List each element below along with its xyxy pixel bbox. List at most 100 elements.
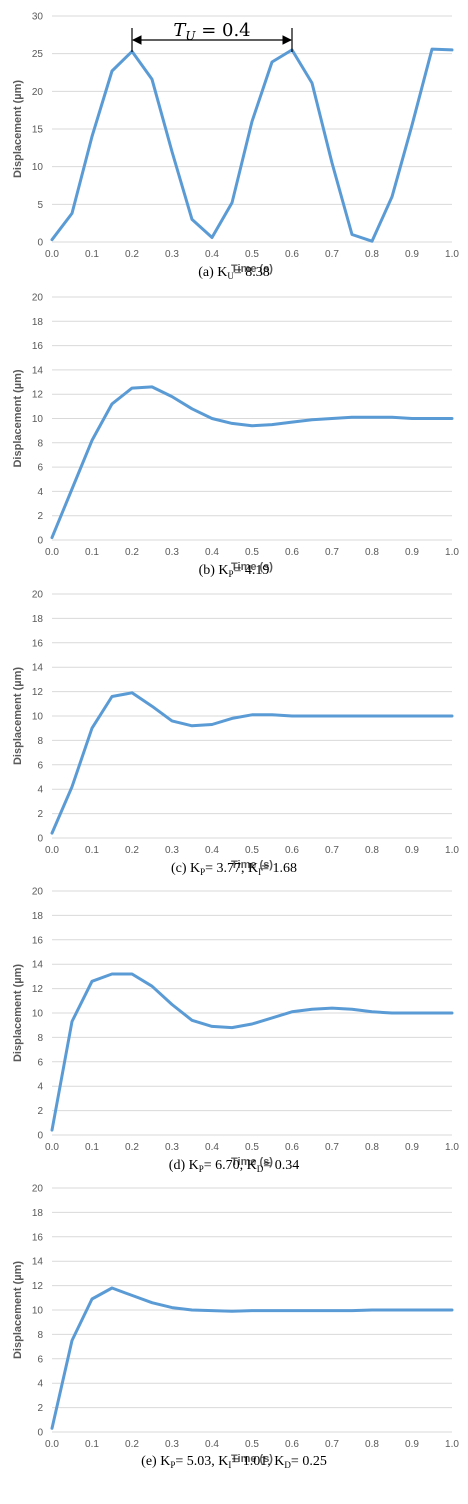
caption-subscript: I <box>258 867 261 877</box>
y-tick-label: 20 <box>32 1184 44 1195</box>
y-tick-label: 6 <box>37 463 43 474</box>
caption-subscript: U <box>227 271 234 281</box>
x-tick-label: 0.8 <box>365 1439 379 1450</box>
caption-prefix: (b) <box>199 563 219 578</box>
y-tick-label: 20 <box>32 87 44 98</box>
y-tick-label: 14 <box>32 663 44 674</box>
x-tick-label: 0.7 <box>325 1439 339 1450</box>
y-axis-title: Displacement (µm) <box>12 369 24 467</box>
x-tick-label: 0.5 <box>245 845 259 856</box>
y-tick-label: 14 <box>32 960 44 971</box>
x-tick-label: 0.6 <box>285 547 299 558</box>
x-tick-label: 0.3 <box>165 249 179 260</box>
y-tick-label: 14 <box>32 365 44 376</box>
x-tick-label: 0.1 <box>85 249 99 260</box>
series-line <box>50 972 454 1132</box>
chart-caption: (b) KP= 4.19 <box>199 563 270 579</box>
y-tick-label: 14 <box>32 1257 44 1268</box>
x-tick-label: 0.1 <box>85 845 99 856</box>
y-tick-label: 6 <box>37 760 43 771</box>
y-tick-label: 2 <box>37 511 43 522</box>
y-tick-label: 8 <box>37 438 43 449</box>
x-tick-label: 0.4 <box>205 1439 219 1450</box>
caption-value: = 1.68 <box>261 861 297 876</box>
y-tick-label: 6 <box>37 1354 43 1365</box>
x-tick-label: 0.7 <box>325 249 339 260</box>
y-tick-label: 10 <box>32 1306 44 1317</box>
x-tick-label: 0.3 <box>165 547 179 558</box>
x-tick-label: 0.5 <box>245 1142 259 1153</box>
x-tick-label: 0.0 <box>45 845 59 856</box>
x-tick-label: 0.4 <box>205 1142 219 1153</box>
x-tick-label: 1.0 <box>445 1142 459 1153</box>
y-tick-label: 2 <box>37 809 43 820</box>
caption-symbol: K <box>248 861 258 876</box>
x-tick-label: 0.5 <box>245 249 259 260</box>
y-tick-label: 10 <box>32 162 44 173</box>
caption-subscript: P <box>229 569 234 579</box>
x-tick-label: 0.3 <box>165 1439 179 1450</box>
x-tick-label: 0.4 <box>205 845 219 856</box>
y-tick-label: 12 <box>32 390 44 401</box>
x-tick-label: 0.9 <box>405 547 419 558</box>
chart-1: 0 5 10 15 20 25 30 0.0 0.1 0.2 0.3 0.4 0.5 0.6 0.7 0.8 0… <box>12 12 459 282</box>
series-line <box>50 385 454 540</box>
caption-value: = 6.70, <box>204 1158 247 1173</box>
caption-prefix: (d) <box>169 1158 189 1173</box>
chart-caption: (c) KP= 3.77, KI= 1.68 <box>171 861 297 877</box>
y-tick-label: 16 <box>32 341 44 352</box>
caption-symbol: K <box>218 1454 228 1469</box>
x-tick-label: 0.2 <box>125 1439 139 1450</box>
chart-5: 0 2 4 6 8 10 12 14 16 18 20 0.0 0.1 0.2 0.3 0.4 0.5 0.6 0.… <box>12 1184 459 1471</box>
y-axis-title: Displacement (µm) <box>12 964 24 1062</box>
y-tick-label: 0 <box>37 1428 43 1439</box>
y-axis-title: Displacement (µm) <box>12 1261 24 1359</box>
y-tick-label: 0 <box>37 238 43 249</box>
y-tick-label: 10 <box>32 414 44 425</box>
x-tick-label: 0.7 <box>325 547 339 558</box>
caption-subscript: P <box>199 1164 204 1174</box>
y-axis-title: Displacement (µm) <box>12 667 24 765</box>
x-tick-label: 0.8 <box>365 249 379 260</box>
caption-symbol: K <box>247 1158 257 1173</box>
x-tick-label: 0.9 <box>405 1439 419 1450</box>
y-tick-label: 20 <box>32 590 44 601</box>
caption-symbol: K <box>274 1454 284 1469</box>
caption-value: = 8.38 <box>234 265 270 280</box>
x-axis-title: Time (s) <box>231 1453 273 1465</box>
x-tick-label: 1.0 <box>445 249 459 260</box>
y-tick-label: 18 <box>32 614 44 625</box>
y-tick-label: 18 <box>32 1208 44 1219</box>
x-axis-title: Time (s) <box>231 1156 273 1168</box>
y-tick-label: 12 <box>32 1281 44 1292</box>
x-tick-label: 0.0 <box>45 547 59 558</box>
x-tick-label: 0.5 <box>245 1439 259 1450</box>
series-line <box>50 47 454 243</box>
caption-value: = 0.34 <box>263 1158 299 1173</box>
x-tick-label: 0.1 <box>85 1142 99 1153</box>
caption-symbol: K <box>160 1454 170 1469</box>
chart-4: 0 2 4 6 8 10 12 14 16 18 20 0.0 0.1 0.2 0.3 0.4 0.5 0.6 0.… <box>12 887 459 1175</box>
x-tick-label: 0.6 <box>285 1439 299 1450</box>
y-tick-label: 18 <box>32 317 44 328</box>
x-tick-label: 0.3 <box>165 1142 179 1153</box>
x-tick-label: 0.0 <box>45 1142 59 1153</box>
x-tick-label: 0.6 <box>285 249 299 260</box>
y-tick-label: 12 <box>32 984 44 995</box>
caption-subscript: D <box>257 1164 264 1174</box>
caption-value: = 3.77, <box>205 861 248 876</box>
y-tick-label: 12 <box>32 687 44 698</box>
chart-caption: (d) KP= 6.70, KD= 0.34 <box>169 1158 299 1174</box>
annotation-subscript: U <box>185 29 196 43</box>
y-axis-title: Displacement (µm) <box>12 80 24 178</box>
x-tick-label: 0.0 <box>45 1439 59 1450</box>
x-tick-label: 0.0 <box>45 249 59 260</box>
chart-caption: (e) KP= 5.03, KI= 1.01, KD= 0.25 <box>141 1454 327 1470</box>
x-axis-title: Time (s) <box>231 263 273 275</box>
x-tick-label: 0.9 <box>405 1142 419 1153</box>
x-tick-label: 0.7 <box>325 1142 339 1153</box>
y-tick-label: 18 <box>32 911 44 922</box>
y-tick-label: 2 <box>37 1403 43 1414</box>
caption-subscript: I <box>228 1460 231 1470</box>
x-tick-label: 0.8 <box>365 1142 379 1153</box>
